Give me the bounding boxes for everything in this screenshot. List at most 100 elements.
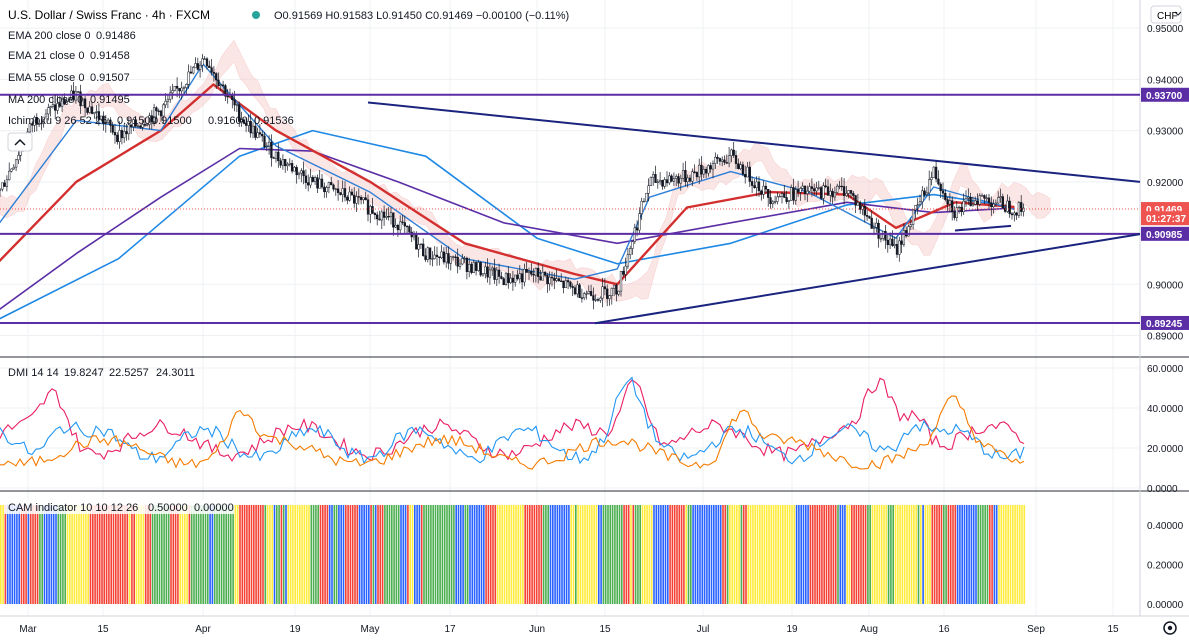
- dmi-pane[interactable]: [0, 367, 1140, 489]
- cam-bar: [259, 505, 262, 604]
- candle-body: [8, 170, 11, 181]
- dmi-plus-line: [0, 377, 1025, 463]
- cam-bar: [947, 505, 950, 604]
- candle-body: [169, 92, 172, 100]
- legend-ma200-label[interactable]: MA 200 close 0: [8, 94, 83, 106]
- cam-bar: [39, 505, 41, 604]
- cam-bar: [676, 505, 678, 604]
- legend-main: U.S. Dollar / Swiss Franc · 4h · FXCM O0…: [7, 8, 569, 152]
- cam-bar: [545, 505, 547, 604]
- legend-dmi-minus: 22.5257: [109, 367, 149, 379]
- candle-body: [918, 201, 922, 206]
- candle-body: [456, 256, 459, 267]
- cam-bar: [248, 505, 250, 604]
- candle-body: [964, 198, 968, 202]
- candle-body: [166, 98, 170, 102]
- cam-bar: [105, 505, 108, 604]
- cam-bar: [333, 505, 336, 604]
- cam-bar: [793, 505, 796, 604]
- cam-bar: [945, 505, 947, 604]
- candle-body: [801, 185, 804, 189]
- cam-bar: [312, 505, 315, 604]
- cam-bar: [522, 505, 524, 604]
- candle-body: [415, 234, 418, 250]
- candle-body: [79, 91, 82, 107]
- cam-bar: [724, 505, 727, 604]
- candle-body: [831, 190, 834, 198]
- legend-ichimoku-label[interactable]: Ichimoku 9 26 52 26: [8, 115, 107, 127]
- candle-body: [978, 195, 981, 205]
- ema55-line: [0, 83, 1015, 286]
- price-tick-label: 0.94000: [1147, 75, 1184, 86]
- legend-ema55-label[interactable]: EMA 55 close 0: [8, 72, 84, 84]
- cam-bar: [851, 505, 853, 604]
- candle-body: [507, 273, 510, 283]
- candle-body: [330, 182, 333, 186]
- cam-bar: [823, 505, 825, 604]
- candle-body: [819, 187, 823, 199]
- legend-ema21-label[interactable]: EMA 21 close 0: [8, 50, 84, 62]
- currency-badge[interactable]: CHF: [1150, 5, 1182, 24]
- cam-bar: [379, 505, 382, 604]
- trendlines[interactable]: [367, 101, 1141, 325]
- candle-body: [47, 107, 50, 115]
- cam-bar: [147, 505, 149, 604]
- candle-body: [325, 187, 328, 193]
- symbol-title[interactable]: U.S. Dollar / Swiss Franc · 4h · FXCM: [8, 8, 210, 22]
- candle-body: [357, 196, 360, 198]
- candle-body: [815, 187, 818, 192]
- price-axis[interactable]: 0.950000.940000.930000.920000.910000.900…: [1141, 24, 1189, 611]
- legend-cam-label[interactable]: CAM indicator 10 10 12 26: [8, 502, 138, 514]
- candle-body: [654, 174, 657, 183]
- cam-bar: [87, 505, 89, 604]
- candle-body: [596, 299, 600, 301]
- cam-bar: [448, 505, 451, 604]
- cam-bar: [92, 505, 94, 604]
- cam-bar: [351, 505, 354, 604]
- horizontal-levels[interactable]: [0, 93, 1140, 324]
- candle-body: [146, 124, 149, 126]
- cam-bar: [841, 505, 844, 604]
- cam-bar: [149, 505, 152, 604]
- cam-bar: [82, 505, 85, 604]
- cam-bar: [25, 505, 27, 604]
- cam-bar: [639, 505, 641, 604]
- legend-ema200-label[interactable]: EMA 200 close 0: [8, 30, 91, 42]
- candle-body: [445, 253, 448, 263]
- candle-body: [465, 257, 469, 272]
- candle-body: [63, 98, 66, 105]
- settings-button[interactable]: [1163, 621, 1177, 635]
- cam-bar: [16, 505, 18, 604]
- time-axis[interactable]: Mar 15 Apr 19 May 17 Jun 15 Jul 19 Aug 16 Sep 15: [19, 624, 1119, 635]
- cam-bar: [393, 505, 395, 604]
- cam-bar: [161, 505, 163, 604]
- candle-body: [941, 190, 945, 194]
- candle-body: [500, 276, 503, 279]
- cam-bar: [903, 505, 906, 604]
- collapse-legend-button[interactable]: [7, 132, 33, 152]
- candle-body: [247, 121, 250, 126]
- cam-bar: [995, 505, 998, 604]
- time-tick-label: 19: [289, 624, 301, 635]
- candle-body: [346, 196, 349, 201]
- cam-bar: [975, 505, 977, 604]
- candle-body: [111, 125, 114, 133]
- candle-body: [295, 167, 298, 176]
- candle-body: [449, 256, 452, 264]
- cam-pane[interactable]: [0, 505, 1026, 604]
- candle-body: [488, 269, 492, 278]
- cam-bar: [23, 505, 25, 604]
- candle-body: [879, 238, 883, 240]
- cam-bar: [347, 505, 349, 604]
- candles-layer[interactable]: [0, 54, 1025, 310]
- legend-dmi-label[interactable]: DMI 14 14: [8, 367, 59, 379]
- legend-dmi-adx: 24.3011: [156, 367, 195, 379]
- cam-bar: [634, 505, 637, 604]
- cam-bar: [179, 505, 181, 604]
- candle-body: [293, 167, 296, 172]
- candle-body: [645, 192, 648, 202]
- candle-body: [624, 265, 627, 275]
- cam-bar: [673, 505, 676, 604]
- candle-body: [838, 185, 841, 188]
